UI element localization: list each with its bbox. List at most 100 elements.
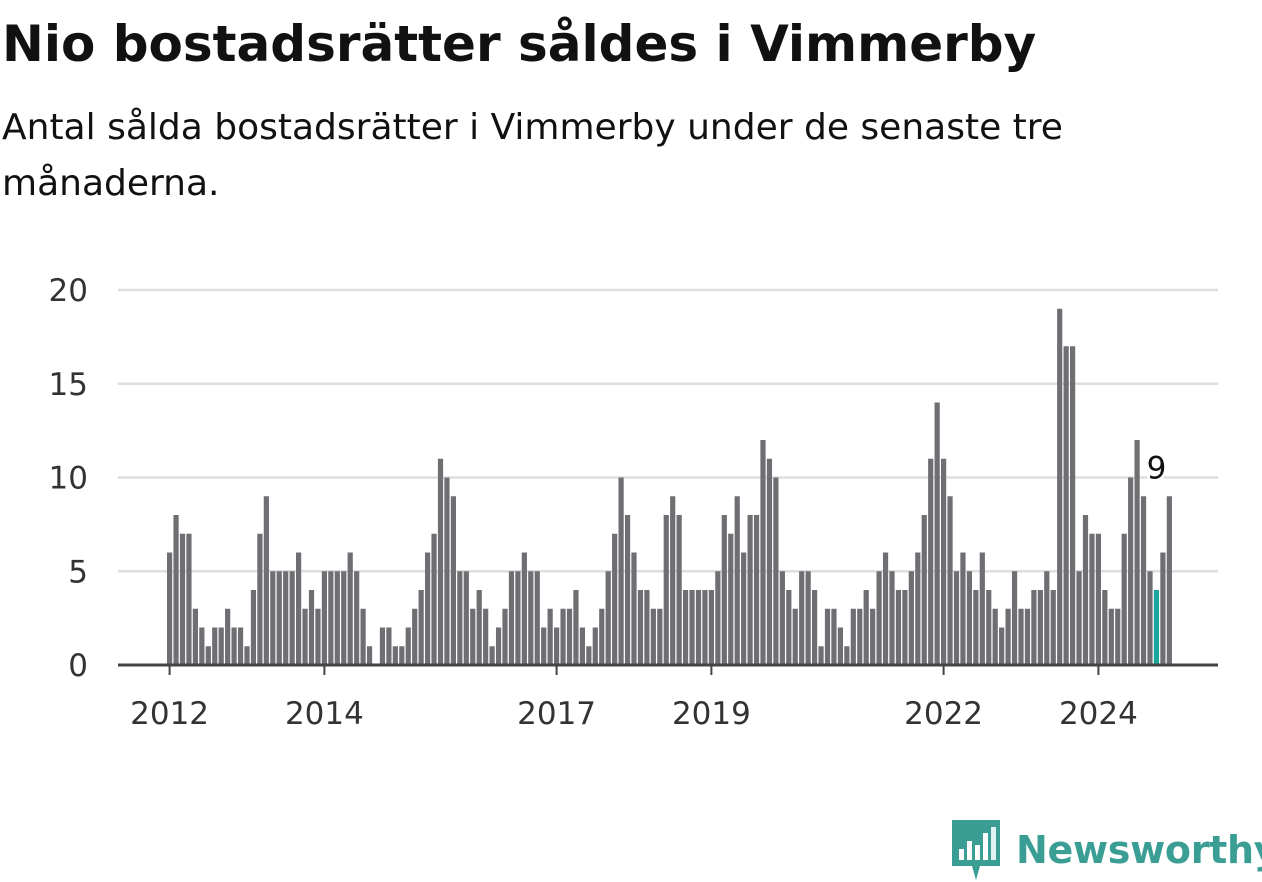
bar [1108, 608, 1114, 665]
bar [1160, 552, 1166, 665]
bar [289, 571, 295, 665]
bar [747, 515, 753, 665]
bar [573, 590, 579, 665]
bar [805, 571, 811, 665]
bar [541, 627, 547, 665]
bar [392, 646, 398, 665]
bar [347, 552, 353, 665]
bar [676, 515, 682, 665]
x-tick-label: 2012 [130, 696, 209, 732]
bar [683, 590, 689, 665]
bar [779, 571, 785, 665]
bar [734, 496, 740, 665]
bar [231, 627, 237, 665]
bar [521, 552, 527, 665]
bar [1140, 496, 1147, 665]
bar [1076, 571, 1082, 665]
bar [882, 552, 889, 665]
y-tick-label: 0 [68, 648, 88, 684]
bar [708, 590, 714, 665]
bar [1147, 571, 1153, 665]
bar [476, 590, 482, 665]
bar [1089, 533, 1095, 665]
bar [831, 608, 837, 665]
bar [792, 608, 798, 665]
bar [560, 608, 566, 665]
bar [354, 571, 360, 665]
bar [960, 552, 966, 665]
bar [1011, 571, 1018, 665]
bar [205, 646, 211, 665]
highlight-bar [1153, 590, 1160, 665]
bar [192, 608, 198, 665]
bar [799, 571, 805, 665]
bar [218, 627, 224, 665]
x-tick-label: 2019 [672, 696, 751, 732]
bar [1121, 533, 1127, 665]
bar [766, 458, 773, 665]
bar [857, 608, 863, 665]
newsworthy-logo-icon [952, 820, 1000, 880]
bar [986, 590, 992, 665]
bar [1128, 477, 1134, 665]
bar [786, 590, 792, 665]
bar [283, 571, 289, 665]
bar [270, 571, 276, 665]
bar [399, 646, 405, 665]
bar [812, 590, 818, 665]
bar [534, 571, 540, 665]
bar [908, 571, 914, 665]
x-tick-label: 2017 [517, 696, 596, 732]
bar [631, 552, 637, 665]
bar [579, 627, 585, 665]
bar [315, 608, 321, 665]
bar [753, 515, 760, 665]
bar [418, 590, 424, 665]
bar [818, 646, 824, 665]
bar [425, 552, 431, 665]
bar [1070, 346, 1076, 665]
bar [212, 627, 218, 665]
bar [1005, 608, 1011, 665]
bar [844, 646, 850, 665]
bar [1024, 608, 1031, 665]
bar [1134, 440, 1140, 665]
bar [1044, 571, 1050, 665]
bar [186, 533, 192, 665]
bar [412, 608, 418, 665]
bar [928, 458, 934, 665]
bar [1057, 308, 1063, 665]
x-tick-label: 2024 [1059, 696, 1138, 732]
bar [721, 515, 727, 665]
bar [889, 571, 895, 665]
bar [702, 590, 708, 665]
bar [979, 552, 985, 665]
bar [773, 477, 779, 665]
bar [528, 571, 534, 665]
bar [618, 477, 624, 665]
bar [405, 627, 411, 665]
bar [728, 533, 734, 665]
bar [973, 590, 979, 665]
bar [953, 571, 960, 665]
bar [366, 646, 373, 665]
bar [263, 496, 269, 665]
bar [941, 458, 947, 665]
bar [637, 590, 644, 665]
bar [554, 627, 560, 665]
bar [173, 515, 179, 665]
newsworthy-logo: Newsworthy [950, 818, 1262, 882]
bar [605, 571, 611, 665]
bar [450, 496, 456, 665]
bar [444, 477, 450, 665]
bar [1037, 590, 1043, 665]
bar [431, 533, 437, 665]
bar [179, 533, 186, 665]
bar [715, 571, 721, 665]
bar [470, 608, 476, 665]
bar [870, 608, 876, 665]
x-tick-label: 2022 [904, 696, 983, 732]
bar [599, 608, 605, 665]
y-tick-label: 15 [49, 367, 88, 403]
bar [250, 590, 257, 665]
